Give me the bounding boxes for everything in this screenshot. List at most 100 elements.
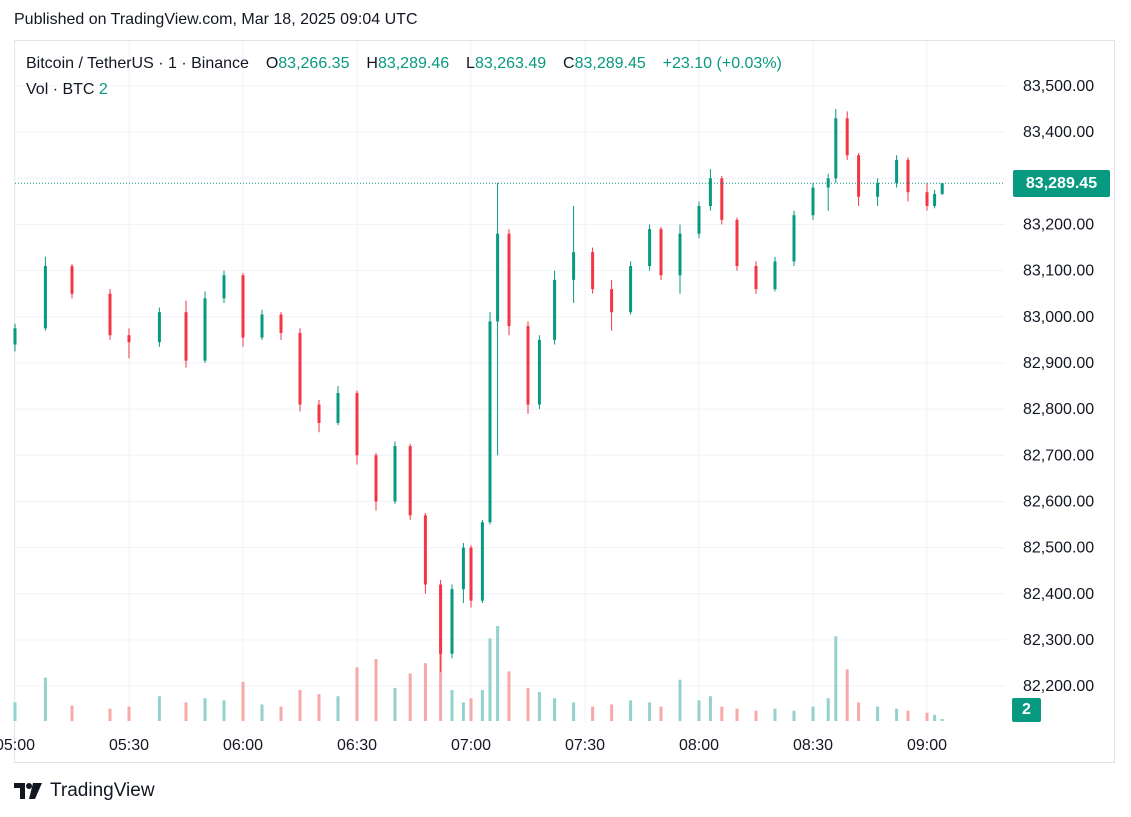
candle-body bbox=[184, 312, 188, 361]
volume-bar bbox=[393, 687, 397, 721]
symbol-legend[interactable]: Bitcoin / TetherUS · 1 · Binance O83,266… bbox=[26, 55, 782, 73]
candle-body bbox=[735, 219, 739, 267]
volume-bar bbox=[526, 687, 530, 721]
symbol-name[interactable]: Bitcoin / TetherUS · 1 · Binance bbox=[26, 55, 249, 72]
candle-body bbox=[423, 515, 427, 585]
chart-frame[interactable] bbox=[14, 40, 1115, 763]
volume-bar bbox=[108, 708, 112, 721]
candle-body bbox=[591, 252, 595, 290]
volume-bar bbox=[553, 698, 557, 721]
candle-body bbox=[845, 118, 849, 156]
candle-body bbox=[933, 193, 937, 207]
volume-bar bbox=[157, 696, 161, 721]
candle-body bbox=[439, 584, 443, 654]
volume-bar bbox=[298, 690, 302, 721]
volume-bar bbox=[496, 626, 500, 721]
volume-bar bbox=[469, 698, 473, 721]
candle-body bbox=[648, 229, 652, 267]
price-tick-label: 82,500.00 bbox=[1023, 540, 1094, 557]
volume-bar bbox=[260, 704, 264, 721]
candle-body bbox=[553, 279, 557, 340]
volume-bar bbox=[720, 706, 724, 721]
candle-body bbox=[708, 178, 712, 207]
candle-body bbox=[507, 233, 511, 327]
volume-bar bbox=[735, 708, 739, 721]
price-tick-label: 82,900.00 bbox=[1023, 355, 1094, 372]
price-tick-label: 83,100.00 bbox=[1023, 263, 1094, 280]
candle-body bbox=[629, 266, 633, 313]
volume-bar bbox=[450, 690, 454, 721]
candle-body bbox=[537, 339, 541, 405]
volume-bar bbox=[70, 705, 74, 721]
volume-bar bbox=[241, 681, 245, 721]
volume-bar bbox=[317, 694, 321, 721]
candle-body bbox=[393, 446, 397, 502]
change-value: +23.10 (+0.03%) bbox=[662, 55, 782, 72]
volume-bar bbox=[792, 710, 796, 721]
volume-bar bbox=[222, 700, 226, 721]
volume-bar bbox=[906, 710, 910, 721]
volume-legend-label: Vol · BTC bbox=[26, 81, 95, 98]
tradingview-logo[interactable]: TradingView bbox=[14, 780, 155, 802]
candle-body bbox=[925, 192, 929, 207]
candle-body bbox=[720, 178, 724, 220]
volume-bar bbox=[480, 690, 484, 721]
candle-body bbox=[906, 159, 910, 193]
time-tick-label: 09:00 bbox=[907, 737, 947, 754]
volume-bar bbox=[876, 706, 880, 721]
price-tick-label: 83,000.00 bbox=[1023, 309, 1094, 326]
volume-bar bbox=[537, 692, 541, 721]
volume-bar bbox=[811, 706, 815, 721]
volume-bar bbox=[925, 712, 929, 721]
price-tick-label: 82,200.00 bbox=[1023, 678, 1094, 695]
volume-axis-label: 2 bbox=[1012, 698, 1041, 722]
open-label: O bbox=[265, 55, 279, 72]
candle-body bbox=[450, 589, 454, 654]
candle-body bbox=[469, 547, 473, 601]
volume-bar bbox=[708, 696, 712, 721]
low-label: L bbox=[466, 55, 475, 72]
volume-bar bbox=[507, 671, 511, 721]
tradingview-logo-icon bbox=[14, 783, 42, 799]
candle-body bbox=[461, 547, 465, 590]
volume-bar bbox=[43, 677, 47, 721]
volume-bar bbox=[834, 636, 838, 721]
time-tick-label: 05:30 bbox=[109, 737, 149, 754]
volume-bar bbox=[610, 704, 614, 721]
candle-body bbox=[940, 183, 944, 194]
volume-bar bbox=[461, 702, 465, 721]
candle-body bbox=[792, 215, 796, 262]
candle-body bbox=[834, 118, 838, 179]
candle-body bbox=[260, 314, 264, 338]
time-tick-label: 06:30 bbox=[337, 737, 377, 754]
candle-body bbox=[70, 266, 74, 294]
price-tick-label: 82,800.00 bbox=[1023, 401, 1094, 418]
close-label: C bbox=[563, 55, 575, 72]
candle-body bbox=[526, 326, 530, 405]
candle-body bbox=[754, 266, 758, 290]
time-axis: 05:00 05:30 06:00 06:30 07:00 07:30 08:00 08:30… bbox=[0, 737, 947, 754]
candles bbox=[13, 109, 944, 673]
candle-body bbox=[697, 206, 701, 234]
volume-bar bbox=[439, 643, 443, 721]
time-tick-label: 08:30 bbox=[793, 737, 833, 754]
candle-body bbox=[895, 159, 899, 183]
volume-legend[interactable]: Vol · BTC 2 bbox=[26, 81, 108, 99]
candle-body bbox=[480, 522, 484, 601]
candle-body bbox=[279, 314, 283, 333]
time-tick-label: 05:00 bbox=[0, 737, 35, 754]
price-tick-label: 83,200.00 bbox=[1023, 216, 1094, 233]
candle-body bbox=[222, 275, 226, 299]
candle-body bbox=[408, 446, 412, 516]
candle-body bbox=[659, 229, 663, 276]
volume-bar bbox=[773, 708, 777, 721]
grid-lines bbox=[14, 41, 1005, 722]
candle-body bbox=[13, 328, 17, 345]
volume-bar bbox=[203, 698, 207, 721]
volume-bar bbox=[857, 702, 861, 721]
volume-bar bbox=[374, 659, 378, 721]
candle-body bbox=[876, 182, 880, 197]
candle-body bbox=[157, 312, 161, 343]
candle-body bbox=[572, 252, 576, 280]
